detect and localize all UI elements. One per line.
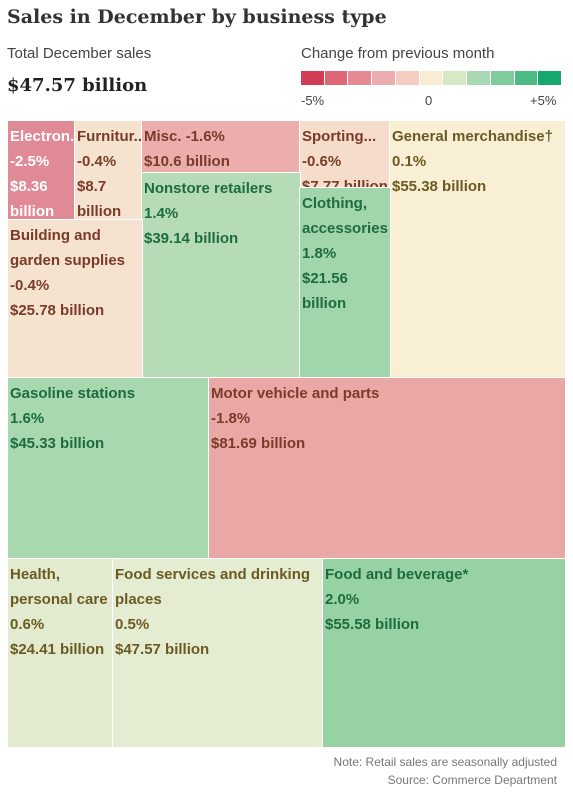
tile-name: Building and garden supplies: [10, 227, 126, 269]
legend-swatch: [514, 71, 539, 85]
legend-swatch: [467, 71, 491, 85]
treemap-tile: Sporting... -0.6% $7.77 billion: [299, 120, 391, 189]
legend-title: Change from previous month: [301, 45, 495, 62]
tile-name: Furnitur...: [77, 128, 143, 145]
treemap-tile: Furnitur... -0.4% $8.7 billion: [74, 120, 143, 221]
tile-name: Nonstore retailers: [144, 180, 273, 197]
treemap-tile: Gasoline stations 1.6% $45.33 billion: [7, 377, 210, 560]
tile-name: Food services and drinking places: [115, 566, 311, 608]
tile-sales: $39.14 billion: [144, 230, 239, 247]
legend-swatch: [490, 71, 515, 85]
legend-tick-max: +5%: [530, 93, 557, 108]
tile-sales: $55.38 billion: [392, 178, 487, 195]
tile-change: 0.6%: [10, 616, 45, 633]
legend-swatch: [395, 71, 420, 85]
treemap-tile: Misc. -1.6% $10.6 billion: [141, 120, 301, 174]
legend-tick-min: -5%: [301, 93, 325, 108]
tile-change: -1.8%: [211, 410, 251, 427]
tile-change: 1.8%: [302, 245, 337, 262]
chart-title: Sales in December by business type: [7, 6, 387, 28]
tile-sales: $25.78 billion: [10, 302, 105, 319]
tile-change: -0.4%: [77, 153, 117, 170]
tile-name: Clothing, accessories: [302, 195, 388, 237]
tile-sales: $55.58 billion: [325, 616, 420, 633]
legend-swatch: [324, 71, 349, 85]
tile-change: 0.5%: [115, 616, 150, 633]
treemap-tile: Electron... -2.5% $8.36 billion: [7, 120, 76, 221]
tile-change: -0.6%: [302, 153, 342, 170]
tile-sales: $24.41 billion: [10, 641, 105, 658]
total-sales-label: Total December sales: [7, 45, 152, 62]
tile-change: -1.6%: [185, 128, 225, 145]
treemap-tile: Building and garden supplies -0.4% $25.78 …: [7, 219, 143, 379]
tile-name: General merchandise†: [392, 128, 553, 145]
tile-sales: $7.77 billion: [302, 178, 388, 189]
tile-name: Motor vehicle and parts: [211, 385, 380, 402]
legend-swatch: [443, 71, 468, 85]
tile-sales: $21.56 billion: [302, 270, 348, 312]
tile-name: Sporting...: [302, 128, 377, 145]
footer-source: Source: Commerce Department: [387, 773, 557, 787]
tile-change: 2.0%: [325, 591, 360, 608]
treemap-tile: Clothing, accessories 1.8% $21.56 billion: [299, 187, 391, 379]
footer-note: Note: Retail sales are seasonally adjust…: [333, 755, 557, 769]
tile-change: 1.4%: [144, 205, 179, 222]
treemap-tile: Food and beverage* 2.0% $55.58 billion: [322, 558, 566, 748]
treemap-tile: Motor vehicle and parts -1.8% $81.69 billi…: [208, 377, 566, 560]
tile-sales: $8.7 billion: [77, 178, 122, 220]
legend-swatch: [372, 71, 396, 85]
tile-name: Misc.: [144, 128, 182, 145]
tile-sales: $8.36 billion: [10, 178, 55, 220]
tile-sales: $45.33 billion: [10, 435, 105, 452]
tile-name: Electron...: [10, 128, 76, 145]
tile-change: -2.5%: [10, 153, 50, 170]
treemap-tile: Nonstore retailers 1.4% $39.14 billion: [141, 172, 301, 379]
tile-name: Health, personal care: [10, 566, 108, 608]
total-sales-value: $47.57 billion: [7, 75, 148, 96]
tile-change: 1.6%: [10, 410, 45, 427]
tile-sales: $10.6 billion: [144, 153, 230, 170]
tile-sales: $81.69 billion: [211, 435, 306, 452]
tile-change: -0.4%: [10, 277, 50, 294]
tile-change: 0.1%: [392, 153, 427, 170]
treemap-tile: Health, personal care 0.6% $24.41 billion: [7, 558, 114, 748]
legend-swatch: [301, 71, 325, 85]
tile-name: Gasoline stations: [10, 385, 136, 402]
treemap-tile: General merchandise† 0.1% $55.38 billion: [389, 120, 566, 379]
tile-sales: $47.57 billion: [115, 641, 210, 658]
legend-swatch: [348, 71, 373, 85]
legend-swatch: [419, 71, 444, 85]
treemap-tile: Food services and drinking places 0.5% $47…: [112, 558, 324, 748]
legend-tick-mid: 0: [425, 93, 433, 108]
tile-name: Food and beverage*: [325, 566, 469, 583]
legend-swatch: [538, 71, 562, 85]
legend-color-scale: [301, 71, 562, 85]
